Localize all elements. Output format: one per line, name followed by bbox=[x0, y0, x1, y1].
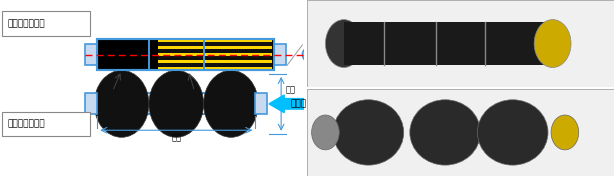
Circle shape bbox=[309, 47, 335, 62]
Bar bbox=[85, 44, 97, 65]
Bar bbox=[158, 63, 272, 67]
Text: 膨張: 膨張 bbox=[286, 85, 296, 94]
Ellipse shape bbox=[94, 70, 149, 137]
Ellipse shape bbox=[410, 100, 480, 165]
Ellipse shape bbox=[149, 70, 204, 137]
Bar bbox=[158, 53, 272, 56]
Text: 補強繊維: 補強繊維 bbox=[182, 95, 203, 104]
Bar bbox=[255, 93, 268, 114]
Circle shape bbox=[303, 43, 342, 66]
FancyBboxPatch shape bbox=[1, 112, 90, 136]
Bar bbox=[97, 39, 274, 70]
Ellipse shape bbox=[325, 20, 362, 68]
Bar bbox=[344, 22, 553, 65]
Bar bbox=[158, 39, 272, 42]
Ellipse shape bbox=[551, 115, 579, 150]
Bar bbox=[158, 56, 272, 60]
FancyBboxPatch shape bbox=[1, 11, 90, 36]
Bar bbox=[274, 44, 286, 65]
Bar bbox=[158, 42, 272, 46]
Text: 収縮: 収縮 bbox=[171, 134, 181, 143]
FancyArrow shape bbox=[269, 95, 322, 113]
Ellipse shape bbox=[204, 70, 258, 137]
Ellipse shape bbox=[312, 115, 340, 150]
Ellipse shape bbox=[333, 100, 404, 165]
Bar bbox=[158, 49, 272, 53]
Ellipse shape bbox=[478, 100, 548, 165]
Bar bbox=[85, 93, 97, 114]
Bar bbox=[158, 67, 272, 70]
Text: 空気圧印加無し: 空気圧印加無し bbox=[7, 19, 45, 28]
Bar bbox=[158, 46, 272, 49]
Text: 天然ゴム: 天然ゴム bbox=[97, 95, 117, 104]
Bar bbox=[97, 39, 274, 70]
Bar bbox=[158, 60, 272, 63]
Text: 収縮力: 収縮力 bbox=[290, 99, 306, 108]
Text: 空気圧印加有り: 空気圧印加有り bbox=[7, 120, 45, 129]
Ellipse shape bbox=[534, 20, 571, 68]
